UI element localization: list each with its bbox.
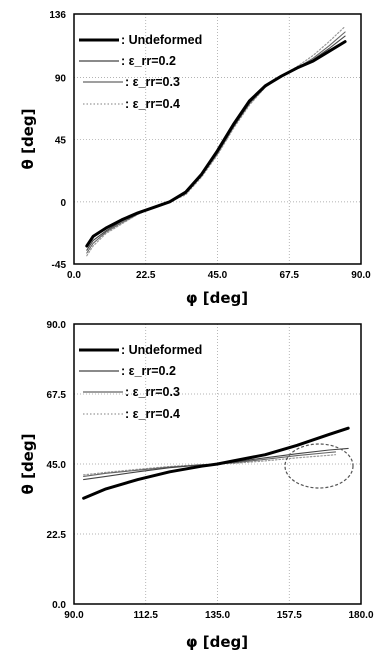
y-axis-label: θ [deg] xyxy=(19,434,37,495)
x-tick-label: 22.5 xyxy=(136,270,156,281)
legend-label-err-0.4: : ε_rr=0.4 xyxy=(125,97,180,111)
y-tick-labels: -45 0 45 90 136 xyxy=(49,10,66,271)
legend-label-err-0.4: : ε_rr=0.4 xyxy=(125,407,180,421)
x-tick-label: 180.0 xyxy=(348,610,373,621)
series-line-light-gray-dotted xyxy=(86,25,346,257)
y-tick-label: -45 xyxy=(52,260,67,271)
legend-label-err-0.2: : ε_rr=0.2 xyxy=(121,54,176,68)
legend-label-err-0.3: : ε_rr=0.3 xyxy=(125,75,180,89)
highlight-ellipse xyxy=(284,443,354,489)
legend-label-err-0.2: : ε_rr=0.2 xyxy=(121,364,176,378)
plot-frame xyxy=(73,323,362,605)
chart-bottom: 90.0 112.5 135.0 157.5 180.0 0.0 22.5 45.0 67.5… xyxy=(19,320,374,651)
x-tick-label: 112.5 xyxy=(134,610,159,621)
x-tick-labels: 0.0 22.5 45.0 67.5 90.0 xyxy=(67,270,371,281)
y-tick-label: 67.5 xyxy=(47,390,67,401)
y-tick-label: 90 xyxy=(55,74,67,85)
y-tick-label: 136 xyxy=(49,10,66,21)
x-tick-label: 135.0 xyxy=(205,610,230,621)
x-axis-label: φ [deg] xyxy=(186,289,248,307)
x-tick-labels: 90.0 112.5 135.0 157.5 180.0 xyxy=(64,610,374,621)
y-tick-labels: 0.0 22.5 45.0 67.5 90.0 xyxy=(47,320,67,611)
y-tick-label: 90.0 xyxy=(47,320,67,331)
plot-frame xyxy=(73,13,362,265)
y-tick-label: 0 xyxy=(60,198,66,209)
legend-label-undeformed: : Undeformed xyxy=(121,33,202,47)
y-tick-label: 45.0 xyxy=(47,460,67,471)
series-lines xyxy=(82,426,350,500)
legend: : Undeformed : ε_rr=0.2 : ε_rr=0.3 : ε_r… xyxy=(79,33,202,111)
legend-label-err-0.3: : ε_rr=0.3 xyxy=(125,385,180,399)
x-tick-label: 45.0 xyxy=(208,270,228,281)
x-tick-label: 90.0 xyxy=(351,270,371,281)
x-tick-label: 67.5 xyxy=(280,270,300,281)
x-axis-label: φ [deg] xyxy=(186,633,248,651)
x-tick-label: 0.0 xyxy=(67,270,81,281)
x-tick-label: 157.5 xyxy=(277,610,302,621)
legend: : Undeformed : ε_rr=0.2 : ε_rr=0.3 : ε_r… xyxy=(79,343,202,421)
y-tick-label: 22.5 xyxy=(47,530,67,541)
series-lines xyxy=(85,25,347,257)
y-tick-label: 45 xyxy=(55,136,67,147)
series-line-thick-solid xyxy=(82,426,350,500)
x-tick-label: 90.0 xyxy=(64,610,84,621)
series-line-thick-solid xyxy=(85,40,347,248)
y-tick-label: 0.0 xyxy=(52,600,66,611)
legend-label-undeformed: : Undeformed xyxy=(121,343,202,357)
y-axis-label: θ [deg] xyxy=(19,109,37,170)
